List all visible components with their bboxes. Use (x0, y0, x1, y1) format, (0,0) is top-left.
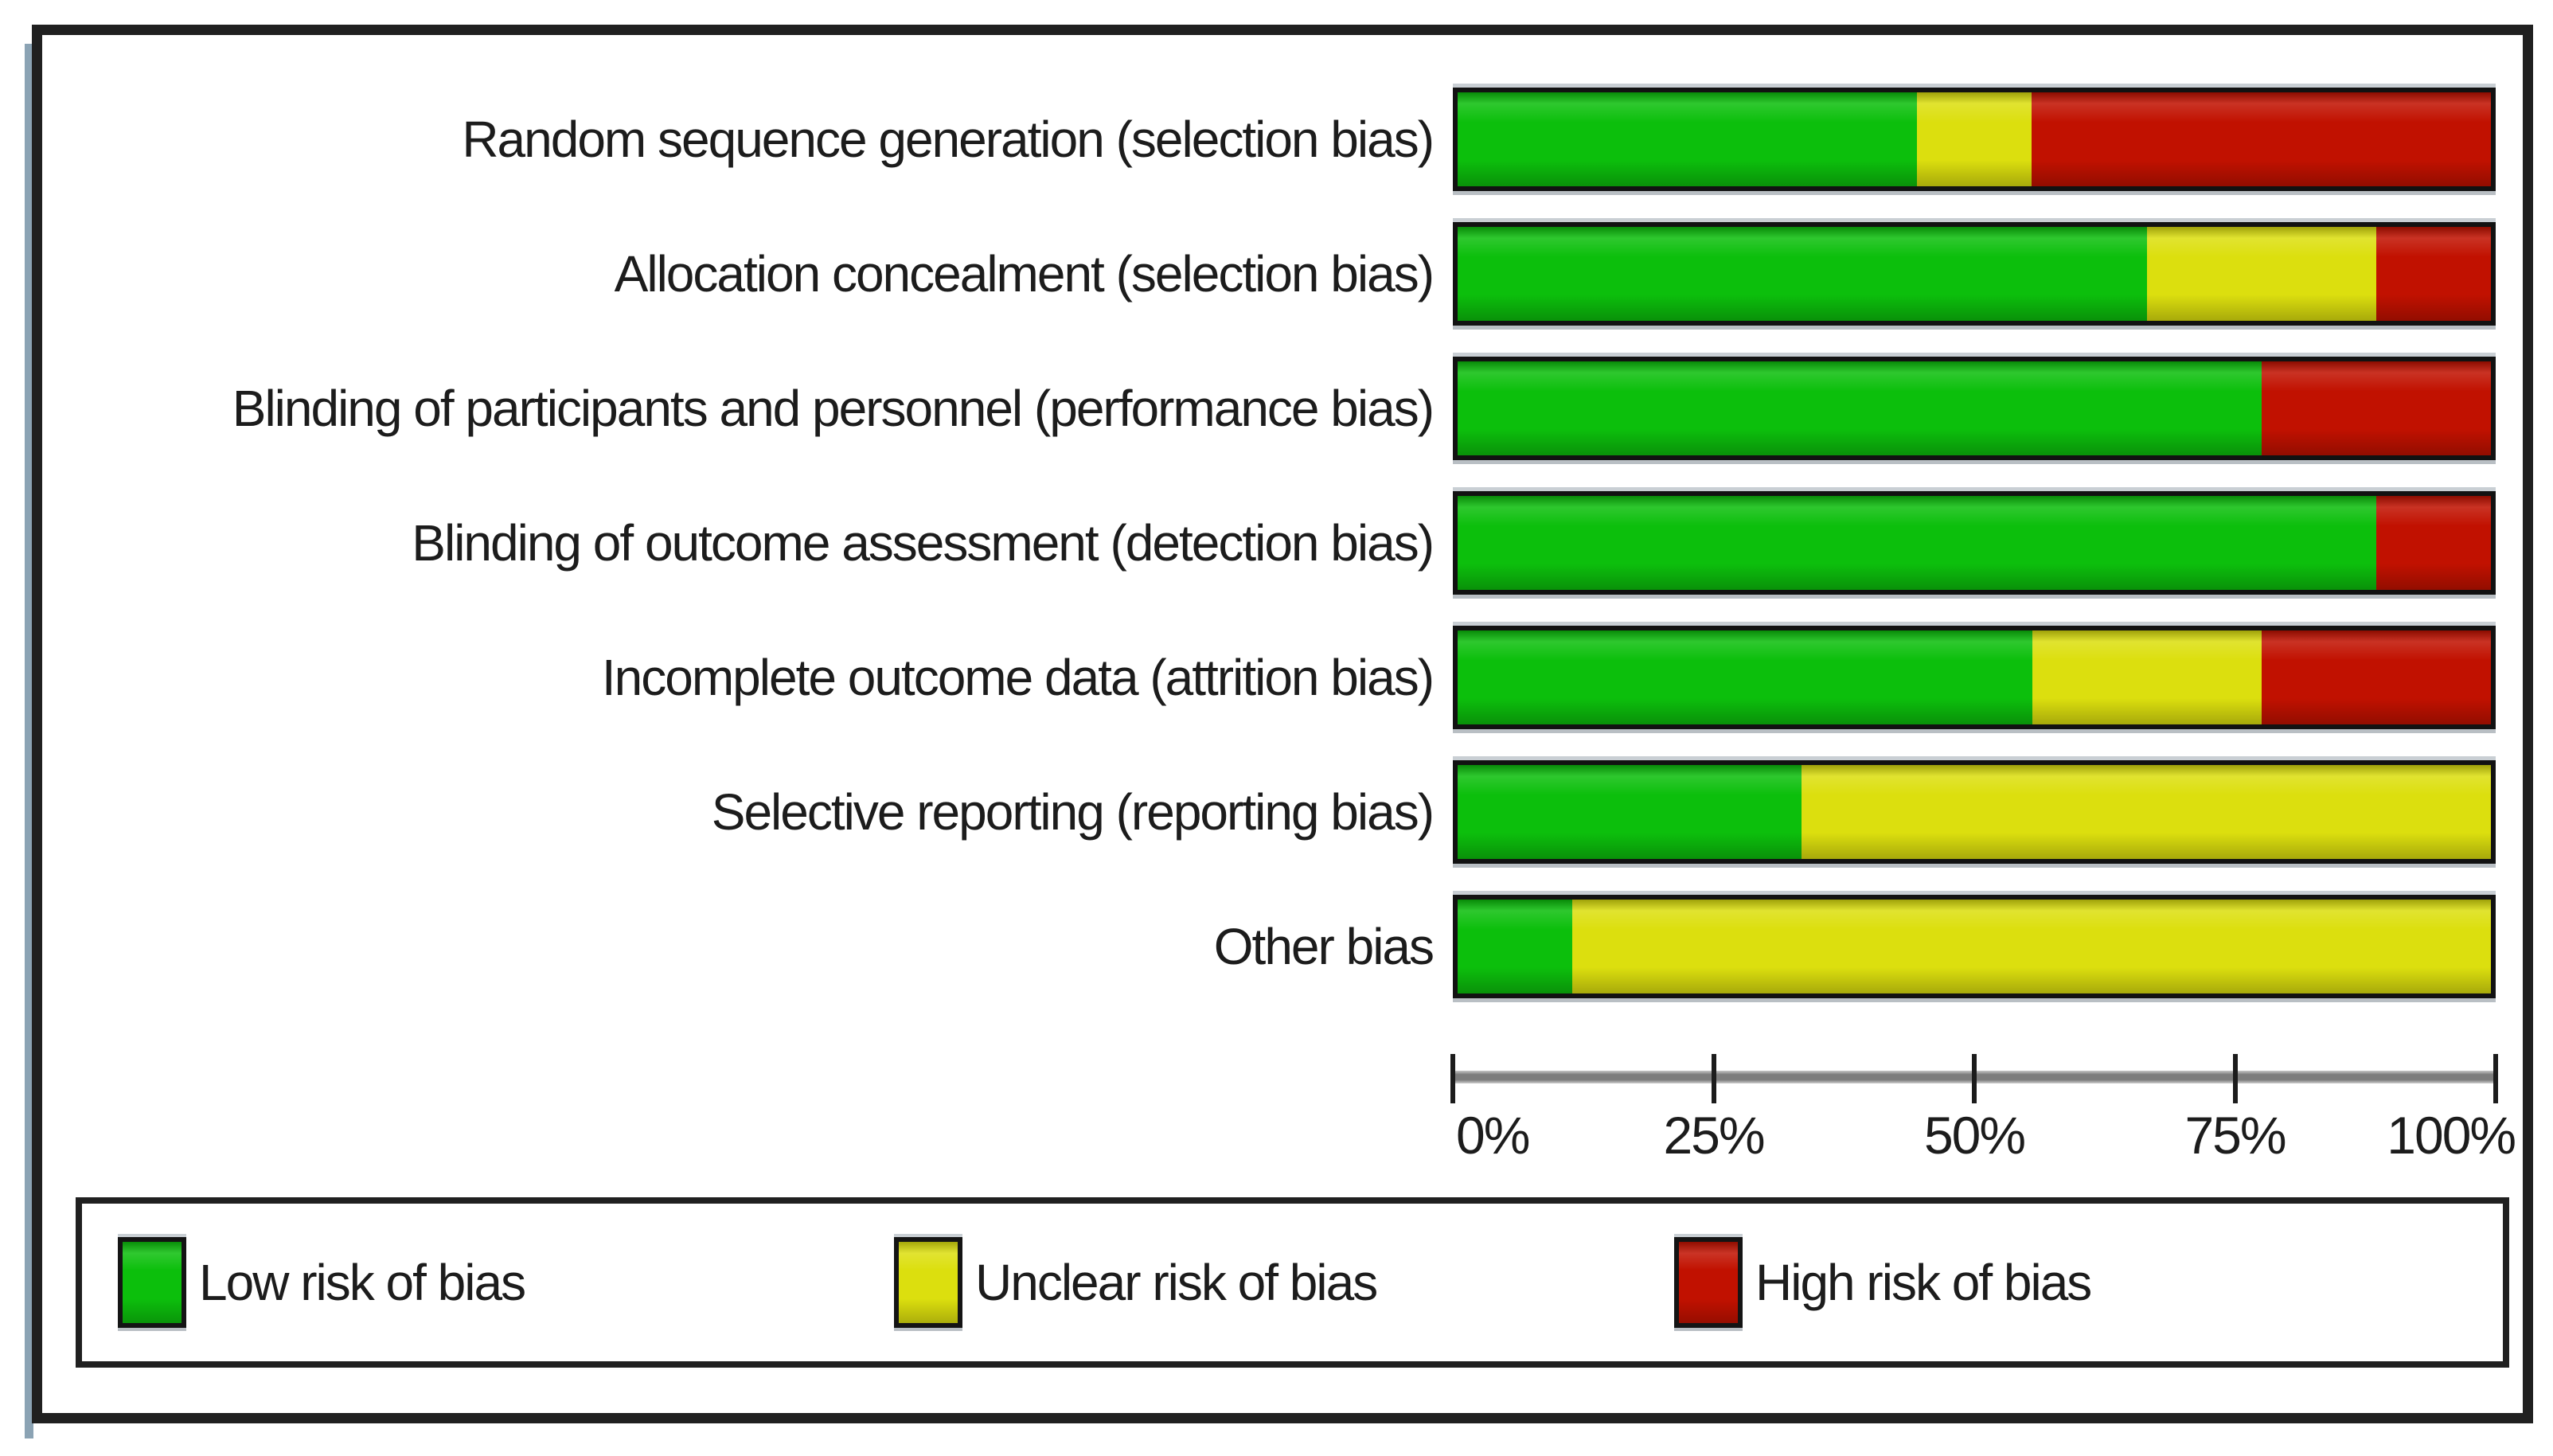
stacked-bar (1453, 222, 2496, 326)
bar-segment-low (1458, 630, 2032, 724)
bar-segment-high (2375, 496, 2491, 590)
bar-row: Blinding of outcome assessment (detectio… (42, 491, 2523, 595)
stacked-bar (1453, 895, 2496, 998)
bar-row: Allocation concealment (selection bias) (42, 222, 2523, 326)
bar-segment-low (1458, 361, 2262, 455)
category-label: Blinding of outcome assessment (detectio… (412, 514, 1435, 572)
bar-segment-unclear (1916, 92, 2032, 186)
bar-segment-unclear (1572, 900, 2491, 993)
x-axis-tick-label: 50% (1923, 1106, 2026, 1165)
legend-item-unclear: Unclear risk of bias (894, 1204, 1378, 1361)
legend-swatch-low (118, 1237, 186, 1328)
legend-label-unclear: Unclear risk of bias (975, 1254, 1378, 1311)
bar-segment-high (2261, 361, 2491, 455)
stacked-bar (1453, 88, 2496, 191)
bar-segment-low (1458, 496, 2376, 590)
bar-row: Random sequence generation (selection bi… (42, 88, 2523, 191)
x-axis-tick (1972, 1054, 1977, 1103)
figure-frame: Random sequence generation (selection bi… (32, 25, 2533, 1423)
category-label: Other bias (1213, 918, 1435, 975)
stacked-bar (1453, 626, 2496, 729)
x-axis: 0% 25% 50% 75% 100% (1450, 1054, 2516, 1213)
bar-segment-unclear (2146, 227, 2376, 321)
bar-segment-high (2261, 630, 2491, 724)
category-label: Allocation concealment (selection bias) (614, 245, 1435, 303)
x-axis-tick-label: 100% (2387, 1106, 2516, 1165)
legend-label-low: Low risk of bias (199, 1254, 526, 1311)
x-axis-tick (1711, 1054, 1716, 1103)
bar-segment-low (1458, 227, 2147, 321)
bar-row: Selective reporting (reporting bias) (42, 760, 2523, 864)
x-axis-tick-label: 25% (1663, 1106, 1765, 1165)
category-label: Incomplete outcome data (attrition bias) (601, 649, 1435, 706)
bar-segment-low (1458, 900, 1573, 993)
bar-segment-low (1458, 92, 1917, 186)
bar-segment-unclear (1802, 765, 2491, 859)
x-axis-tick (1450, 1054, 1455, 1103)
legend-swatch-unclear (894, 1237, 962, 1328)
bar-row: Blinding of participants and personnel (… (42, 357, 2523, 460)
legend-item-high: High risk of bias (1674, 1204, 2092, 1361)
x-axis-tick-label: 0% (1456, 1106, 1530, 1165)
bar-segment-unclear (2032, 630, 2262, 724)
bar-segment-high (2032, 92, 2491, 186)
category-label: Random sequence generation (selection bi… (462, 111, 1435, 168)
bar-segment-low (1458, 765, 1802, 859)
x-axis-tick (2493, 1054, 2498, 1103)
legend-swatch-high (1674, 1237, 1743, 1328)
category-label: Selective reporting (reporting bias) (711, 783, 1435, 841)
legend: Low risk of bias Unclear risk of bias Hi… (76, 1197, 2509, 1368)
bar-row: Incomplete outcome data (attrition bias) (42, 626, 2523, 729)
stacked-bar (1453, 760, 2496, 864)
legend-item-low: Low risk of bias (118, 1204, 526, 1361)
category-label: Blinding of participants and personnel (… (232, 380, 1435, 437)
x-axis-tick (2232, 1054, 2238, 1103)
stacked-bar (1453, 357, 2496, 460)
legend-label-high: High risk of bias (1755, 1254, 2092, 1311)
bar-segment-high (2375, 227, 2491, 321)
bar-row: Other bias (42, 895, 2523, 998)
x-axis-tick-label: 75% (2184, 1106, 2286, 1165)
stacked-bar (1453, 491, 2496, 595)
left-edge-line (25, 44, 33, 1438)
